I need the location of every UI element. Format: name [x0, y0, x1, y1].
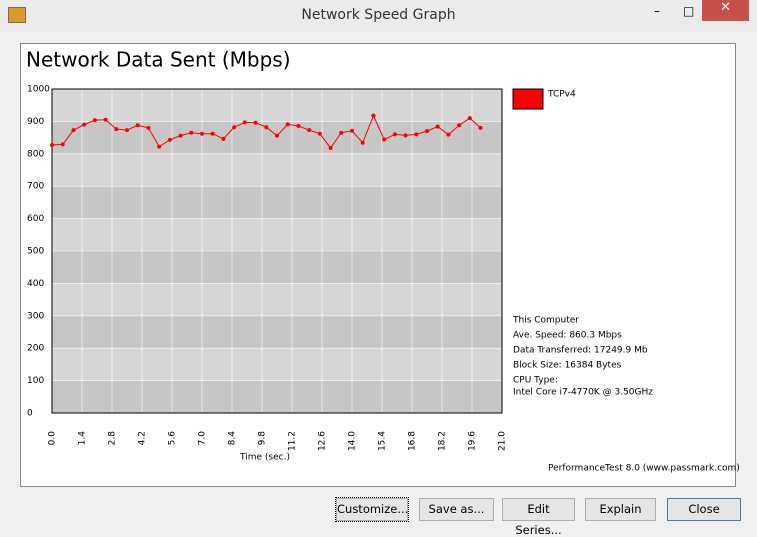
data-point [457, 123, 462, 128]
data-point [339, 130, 344, 135]
data-point [210, 131, 215, 136]
plot-frame [51, 88, 503, 414]
grid-band [52, 186, 502, 219]
data-point [414, 132, 419, 137]
button[interactable]: Customize... [335, 497, 409, 522]
info-line: Ave. Speed: 860.3 Mbps [513, 331, 622, 341]
data-point [275, 133, 279, 138]
app-icon [8, 7, 26, 23]
y-tick-label: 200 [27, 344, 44, 354]
data-point [307, 128, 312, 133]
x-tick-label: 12.6 [318, 431, 328, 451]
y-tick-label: 500 [27, 247, 44, 257]
x-tick-label: 11.2 [288, 431, 298, 451]
grid-band [52, 251, 502, 284]
x-tick-label: 5.6 [168, 431, 178, 446]
x-tick-label: 9.8 [258, 431, 268, 446]
info-line: CPU Type: [513, 376, 558, 386]
data-point [125, 128, 129, 133]
info-line: This Computer [512, 316, 579, 326]
y-tick-label: 1000 [27, 85, 50, 95]
info-line: Data Transferred: 17249.9 Mb [513, 346, 648, 356]
minimize[interactable]: – [654, 4, 660, 18]
x-tick-label: 0.0 [48, 431, 58, 446]
data-point [317, 131, 322, 136]
x-tick-label: 15.4 [378, 431, 388, 451]
legend-swatch [512, 88, 544, 110]
window-title: Network Speed Graph [301, 7, 456, 23]
data-point [71, 128, 76, 133]
y-tick-label: 900 [27, 117, 44, 127]
close-x[interactable]: ✕ [702, 0, 749, 21]
data-point [103, 117, 108, 122]
x-tick-label: 1.4 [78, 431, 88, 446]
data-point [221, 136, 226, 141]
data-point [167, 137, 172, 142]
data-point [189, 130, 194, 135]
x-tick-label: 21.0 [498, 431, 508, 451]
maximize[interactable]: □ [683, 4, 695, 18]
x-tick-label: 16.8 [408, 431, 418, 451]
x-tick-label: 14.0 [348, 431, 358, 451]
button[interactable]: Save as... [419, 498, 494, 521]
y-tick-label: 300 [27, 311, 44, 321]
data-point [435, 124, 440, 129]
y-tick-label: 400 [27, 279, 44, 289]
x-tick-label: 2.8 [108, 431, 118, 446]
data-point [135, 123, 140, 128]
y-tick-label: 800 [27, 149, 44, 159]
data-point [467, 116, 472, 121]
y-tick-label: 100 [27, 376, 44, 386]
data-point [242, 120, 247, 125]
data-point [60, 142, 65, 147]
data-point [285, 122, 290, 127]
data-point [360, 140, 365, 145]
x-tick-label: 18.2 [438, 431, 448, 451]
data-point [350, 128, 354, 133]
data-point [478, 125, 483, 130]
y-tick-label: 700 [27, 182, 44, 192]
info-line: Intel Core i7-4770K @ 3.50GHz [513, 388, 653, 398]
x-axis-label: Time (sec.) [239, 453, 290, 463]
title-bar: Network Speed Graph – □ ✕ [0, 0, 757, 32]
grid-band [52, 380, 502, 413]
data-point [264, 125, 269, 130]
y-tick-label: 0 [27, 409, 33, 419]
data-point [82, 122, 87, 127]
y-tick-label: 600 [27, 214, 44, 224]
data-point [371, 113, 376, 118]
data-point [296, 123, 301, 128]
legend-label: TCPv4 [547, 90, 576, 100]
x-tick-label: 7.0 [198, 431, 208, 446]
data-point [392, 132, 397, 137]
data-point [146, 125, 151, 130]
chart-title: Network Data Sent (Mbps) [26, 48, 291, 72]
data-point [253, 120, 258, 125]
button[interactable]: Edit Series... [502, 498, 575, 537]
data-point [50, 143, 54, 148]
data-point [328, 145, 333, 150]
data-point [403, 133, 408, 138]
data-point [446, 132, 451, 137]
button[interactable]: Close [667, 498, 741, 521]
data-point [382, 137, 387, 142]
data-point [178, 133, 183, 138]
data-point [425, 129, 429, 134]
data-point [232, 125, 237, 130]
footer: PerformanceTest 8.0 (www.passmark.com) [548, 464, 740, 474]
x-tick-label: 4.2 [138, 431, 148, 445]
data-point [92, 118, 97, 123]
data-point [114, 127, 119, 132]
button[interactable]: Explain [585, 498, 656, 521]
grid-band [52, 315, 502, 349]
info-line: Block Size: 16384 Bytes [513, 361, 622, 371]
x-tick-label: 19.6 [468, 431, 478, 451]
x-tick-label: 8.4 [228, 431, 238, 446]
data-point [200, 131, 204, 136]
data-point [157, 144, 162, 149]
